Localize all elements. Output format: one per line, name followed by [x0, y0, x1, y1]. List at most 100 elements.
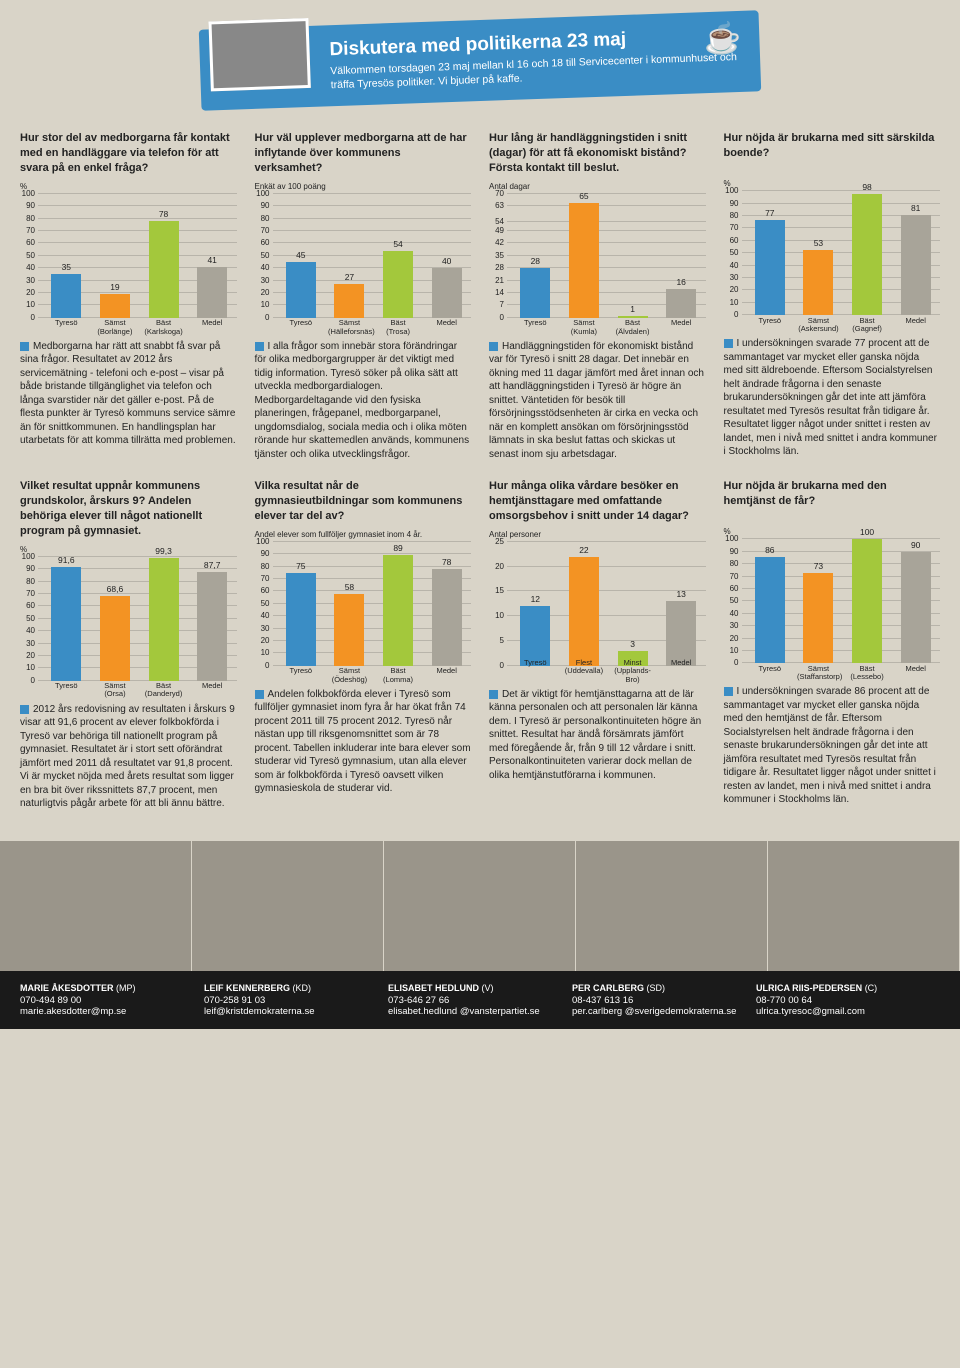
chart-question: Hur lång är handläggningstiden i snitt (… [489, 131, 706, 176]
y-tick-label: 70 [20, 589, 35, 600]
chart-question: Hur stor del av medborgarna får kontakt … [20, 131, 237, 176]
bar: 58 [334, 594, 364, 666]
y-tick-label: 20 [20, 651, 35, 662]
bars-container: 91,6 68,6 99,3 87,7 [42, 557, 237, 681]
footer: MARIE ÅKESDOTTER (MP)070-494 89 00marie.… [0, 841, 960, 1029]
y-tick-label: 20 [489, 562, 504, 573]
y-tick-label: 0 [489, 313, 504, 324]
y-tick-label: 10 [724, 298, 739, 309]
bullet-icon [489, 690, 498, 699]
y-tick-label: 10 [255, 648, 270, 659]
bar-column: 53 [797, 250, 840, 316]
y-tick-label: 80 [20, 214, 35, 225]
x-labels: TyresöSämst(Orsa)Bäst(Danderyd)Medel [42, 682, 237, 699]
coffee-icon: ☕ [703, 21, 742, 57]
contact-email: per.carlberg @sverigedemokraterna.se [572, 1006, 746, 1017]
chart-body-text: I undersökningen svarade 86 procent att … [724, 685, 941, 807]
x-label: Medel [425, 667, 468, 684]
bar-column: 35 [45, 274, 88, 317]
chart-area: %0102030405060708090100867310090TyresöSä… [724, 527, 941, 677]
y-tick-label: 50 [20, 614, 35, 625]
chart-question: Hur väl upplever medborgarna att de har … [255, 131, 472, 176]
bar-column: 89 [377, 555, 420, 665]
y-tick-label: 28 [489, 263, 504, 274]
x-labels: TyresöFlest(Uddevalla)Minst(Upplands-Bro… [511, 659, 706, 684]
y-tick-label: 21 [489, 276, 504, 287]
person-photo [192, 841, 384, 971]
bar: 68,6 [100, 596, 130, 681]
y-tick-label: 60 [255, 586, 270, 597]
bar-value: 3 [630, 639, 635, 650]
contact-block: LEIF KENNERBERG (KD)070-258 91 03leif@kr… [204, 983, 388, 1017]
bullet-icon [255, 690, 264, 699]
bar-value: 78 [442, 557, 451, 568]
bar: 40 [432, 268, 462, 318]
header-banner: ☕ Diskutera med politikerna 23 maj Välko… [199, 10, 761, 111]
contact-email: elisabet.hedlund @vansterpartiet.se [388, 1006, 562, 1017]
bar-value: 28 [531, 256, 540, 267]
x-label: Bäst(Danderyd) [142, 682, 185, 699]
y-tick-label: 30 [20, 639, 35, 650]
y-tick-label: 90 [724, 547, 739, 558]
y-tick-label: 14 [489, 288, 504, 299]
bars-container: 2865116 [511, 194, 706, 318]
bar-value: 86 [765, 545, 774, 556]
y-tick-label: 0 [724, 658, 739, 669]
y-tick-label: 15 [489, 586, 504, 597]
y-tick-label: 0 [255, 661, 270, 672]
y-tick-label: 90 [255, 549, 270, 560]
x-label: Sämst(Staffanstorp) [797, 665, 840, 682]
bar: 87,7 [197, 572, 227, 681]
bar-column: 40 [425, 268, 468, 318]
contact-email: leif@kristdemokraterna.se [204, 1006, 378, 1017]
contact-name: ULRICA RIIS-PEDERSEN (C) [756, 983, 930, 993]
x-label: Medel [191, 319, 234, 336]
chart-question: Vilket resultat uppnår kommunens grundsk… [20, 479, 237, 538]
y-tick-label: 100 [20, 189, 35, 200]
bar: 75 [286, 573, 316, 666]
y-tick-label: 80 [724, 559, 739, 570]
y-tick-label: 20 [255, 636, 270, 647]
y-tick-label: 40 [255, 611, 270, 622]
bar-value: 68,6 [107, 584, 124, 595]
contact-block: PER CARLBERG (SD)08-437 613 16per.carlbe… [572, 983, 756, 1017]
y-tick-label: 60 [724, 584, 739, 595]
chart-panel: Vilka resultat når de gymnasieutbildning… [255, 479, 472, 810]
y-tick-label: 20 [20, 288, 35, 299]
contact-phone: 070-258 91 03 [204, 995, 378, 1006]
people-photos [0, 841, 960, 971]
y-tick-label: 70 [724, 223, 739, 234]
bar-value: 16 [676, 277, 685, 288]
bullet-icon [489, 342, 498, 351]
person-photo [0, 841, 192, 971]
chart-panel: Hur lång är handläggningstiden i snitt (… [489, 131, 706, 461]
bar: 28 [520, 268, 550, 318]
bar-value: 98 [862, 182, 871, 193]
x-label: Bäst(Lessebo) [846, 665, 889, 682]
bar: 91,6 [51, 567, 81, 681]
person-photo [768, 841, 960, 971]
bar-value: 90 [911, 540, 920, 551]
y-tick-label: 50 [255, 251, 270, 262]
x-label: Tyresö [279, 319, 322, 336]
bar-column: 100 [846, 539, 889, 663]
y-tick-label: 50 [20, 251, 35, 262]
bar-value: 58 [345, 582, 354, 593]
bar-column: 68,6 [94, 596, 137, 681]
bar-column: 78 [142, 221, 185, 318]
x-label: Medel [660, 659, 703, 684]
bar: 41 [197, 267, 227, 318]
bar-value: 35 [62, 262, 71, 273]
y-tick-label: 60 [255, 238, 270, 249]
bar: 77 [755, 220, 785, 315]
y-tick-label: 20 [255, 288, 270, 299]
bullet-icon [20, 705, 29, 714]
y-tick-label: 5 [489, 636, 504, 647]
y-tick-label: 20 [724, 285, 739, 296]
y-tick-label: 40 [255, 263, 270, 274]
contact-name: ELISABET HEDLUND (V) [388, 983, 562, 993]
bar-column: 98 [846, 194, 889, 316]
y-tick-label: 42 [489, 238, 504, 249]
bar: 99,3 [149, 558, 179, 681]
bars-container: 35197841 [42, 194, 237, 318]
